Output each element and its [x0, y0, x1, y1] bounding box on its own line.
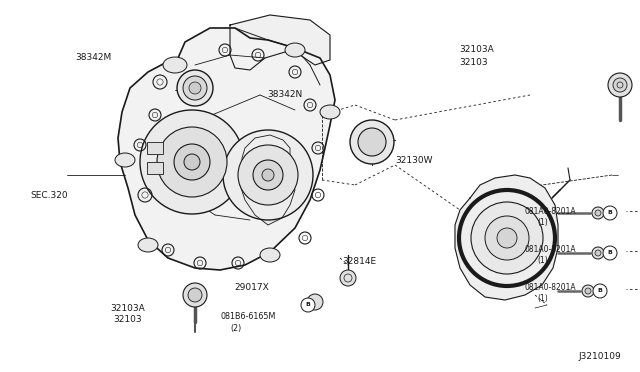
- Circle shape: [253, 160, 283, 190]
- Text: 32103: 32103: [114, 315, 142, 324]
- Circle shape: [592, 207, 604, 219]
- Polygon shape: [240, 135, 295, 225]
- Circle shape: [603, 206, 617, 220]
- Ellipse shape: [260, 248, 280, 262]
- Circle shape: [238, 145, 298, 205]
- Text: 32103A: 32103A: [460, 45, 494, 54]
- Bar: [147, 142, 163, 154]
- Text: (1): (1): [538, 256, 548, 265]
- Bar: [147, 162, 163, 174]
- Circle shape: [603, 246, 617, 260]
- Circle shape: [301, 298, 315, 312]
- Circle shape: [592, 247, 604, 259]
- Polygon shape: [455, 175, 558, 300]
- Circle shape: [174, 144, 210, 180]
- Text: SEC.320: SEC.320: [31, 191, 68, 200]
- Text: 32130W: 32130W: [396, 156, 433, 165]
- Circle shape: [183, 76, 207, 100]
- Ellipse shape: [163, 57, 187, 73]
- Text: (1): (1): [538, 294, 548, 303]
- Text: B: B: [607, 211, 612, 215]
- Circle shape: [613, 78, 627, 92]
- Circle shape: [307, 294, 323, 310]
- Circle shape: [595, 250, 601, 256]
- Circle shape: [340, 270, 356, 286]
- Circle shape: [582, 285, 594, 297]
- Polygon shape: [118, 28, 335, 270]
- Text: 32103: 32103: [460, 58, 488, 67]
- Circle shape: [223, 130, 313, 220]
- Ellipse shape: [115, 153, 135, 167]
- Ellipse shape: [320, 105, 340, 119]
- Circle shape: [189, 82, 201, 94]
- Ellipse shape: [285, 43, 305, 57]
- Circle shape: [608, 73, 632, 97]
- Text: B: B: [305, 302, 310, 308]
- Circle shape: [184, 154, 200, 170]
- Text: 32103A: 32103A: [111, 304, 145, 312]
- Circle shape: [183, 283, 207, 307]
- Text: 081A0-8201A: 081A0-8201A: [525, 207, 577, 216]
- Circle shape: [358, 128, 386, 156]
- Text: 38342N: 38342N: [267, 90, 303, 99]
- Text: 38342M: 38342M: [76, 53, 112, 62]
- Text: 081A0-8201A: 081A0-8201A: [525, 283, 577, 292]
- Circle shape: [188, 288, 202, 302]
- Text: B: B: [607, 250, 612, 256]
- Circle shape: [262, 169, 274, 181]
- Circle shape: [157, 127, 227, 197]
- Text: (2): (2): [230, 324, 242, 333]
- Circle shape: [595, 210, 601, 216]
- Ellipse shape: [138, 238, 158, 252]
- Circle shape: [485, 216, 529, 260]
- Text: 081B6-6165M: 081B6-6165M: [220, 312, 276, 321]
- Circle shape: [585, 288, 591, 294]
- Circle shape: [593, 284, 607, 298]
- Text: B: B: [598, 289, 602, 294]
- Circle shape: [140, 110, 244, 214]
- Circle shape: [177, 70, 213, 106]
- Circle shape: [471, 202, 543, 274]
- Text: 29017X: 29017X: [234, 283, 269, 292]
- Text: J3210109: J3210109: [578, 352, 621, 361]
- Circle shape: [350, 120, 394, 164]
- Text: 32814E: 32814E: [342, 257, 376, 266]
- Polygon shape: [230, 15, 330, 70]
- Text: 081A0-8201A: 081A0-8201A: [525, 245, 577, 254]
- Circle shape: [497, 228, 517, 248]
- Text: (1): (1): [538, 218, 548, 227]
